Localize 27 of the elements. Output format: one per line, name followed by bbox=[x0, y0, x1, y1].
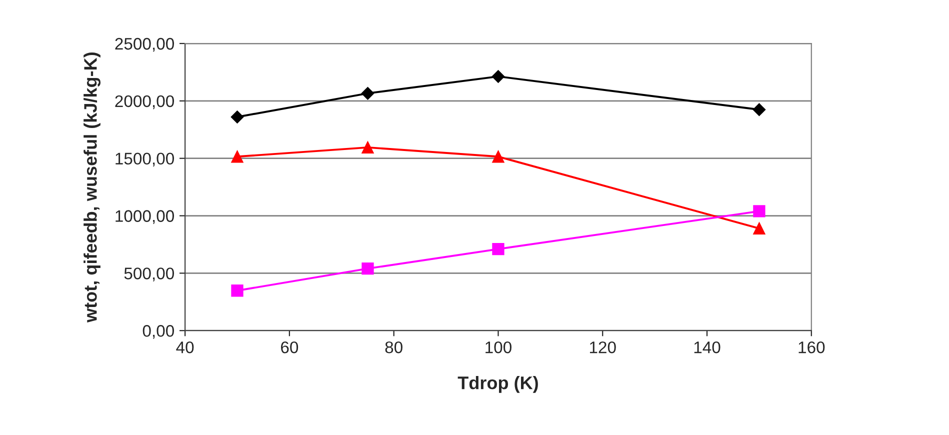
x-tick-label: 60 bbox=[281, 341, 298, 354]
point bbox=[231, 150, 244, 163]
x-tick-label: 140 bbox=[694, 341, 720, 354]
x-tick-label: 40 bbox=[176, 341, 194, 354]
point bbox=[752, 103, 766, 116]
point bbox=[753, 205, 766, 218]
point bbox=[492, 70, 505, 83]
y-tick-label: 0,00 bbox=[142, 325, 174, 339]
y-tick-label: 2000,00 bbox=[115, 95, 174, 110]
x-tick-label: 100 bbox=[486, 341, 512, 354]
y-tick-label: 1000,00 bbox=[116, 210, 174, 224]
point bbox=[361, 86, 374, 100]
point bbox=[231, 284, 244, 297]
x-tick-label: 120 bbox=[590, 341, 616, 354]
y-tick-label: 500,00 bbox=[124, 268, 174, 282]
y-tick-label: 1500,00 bbox=[116, 152, 174, 167]
point bbox=[492, 150, 504, 163]
point bbox=[362, 141, 374, 154]
point bbox=[753, 222, 766, 234]
y-tick-label: 2500,00 bbox=[115, 38, 174, 52]
point bbox=[492, 242, 504, 256]
y-axis-title: wtot, qifeedb, wuseful (kJ/kg-K) bbox=[84, 52, 101, 323]
x-tick-label: 80 bbox=[385, 341, 402, 354]
x-axis-title: Tdrop (K) bbox=[458, 376, 538, 393]
x-tick-label: 160 bbox=[798, 341, 825, 354]
point bbox=[362, 262, 374, 275]
point bbox=[230, 110, 244, 124]
